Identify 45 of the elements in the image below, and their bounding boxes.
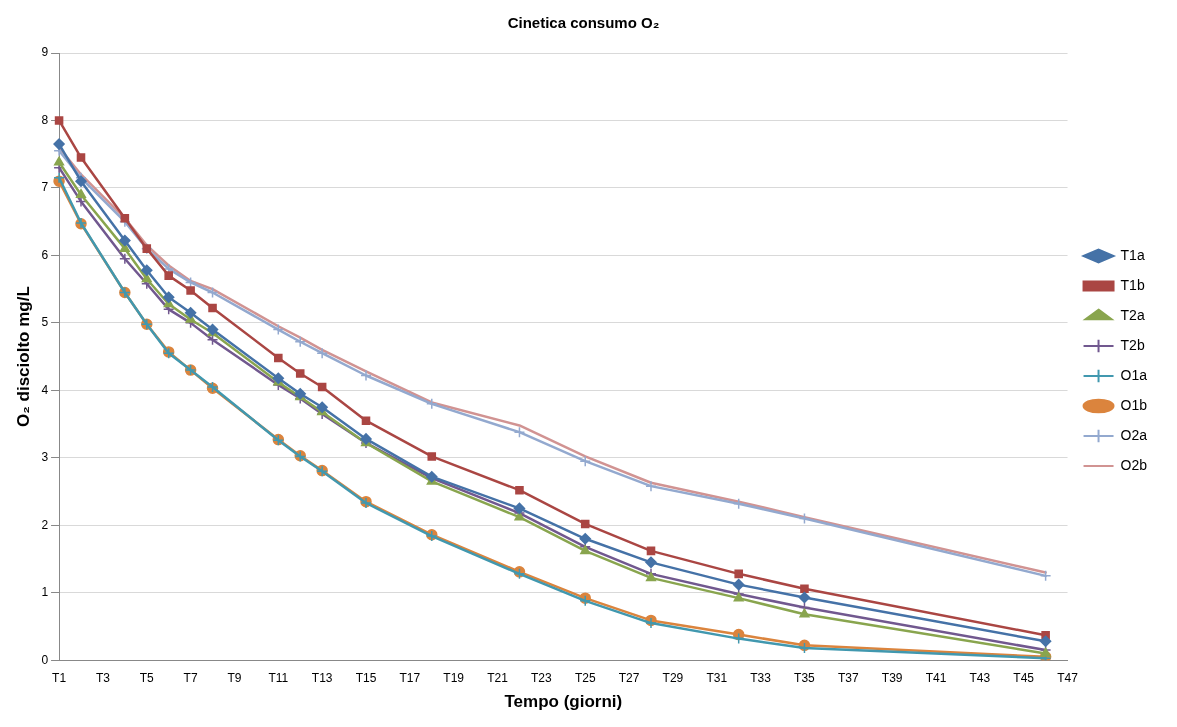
legend-label: O2b: [1120, 456, 1148, 473]
y-axis-title: O₂ disciolto mg/L: [13, 286, 33, 427]
chart-title: Cinetica consumo O₂: [507, 14, 660, 32]
x-tick-label: T15: [355, 670, 377, 685]
x-tick-label: T7: [183, 670, 198, 685]
legend-label: O1b: [1120, 396, 1148, 413]
x-tick-label: T23: [531, 670, 553, 685]
x-tick-label: T43: [969, 670, 991, 685]
y-tick-label: 0: [41, 652, 49, 667]
x-tick-label: T9: [227, 670, 242, 685]
x-tick-label: T31: [706, 670, 728, 685]
legend-label: T2a: [1120, 306, 1145, 323]
x-tick-label: T13: [311, 670, 333, 685]
x-tick-label: T29: [662, 670, 684, 685]
y-tick-label: 7: [41, 180, 49, 195]
legend-label: O2a: [1120, 426, 1148, 443]
legend-label: T2b: [1120, 336, 1145, 353]
x-tick-label: T41: [925, 670, 947, 685]
y-tick-label: 5: [41, 315, 49, 330]
x-tick-label: T21: [487, 670, 509, 685]
legend-label: O1a: [1120, 366, 1148, 383]
y-tick-label: 4: [41, 382, 49, 397]
y-tick-label: 1: [41, 585, 49, 600]
x-tick-label: T39: [881, 670, 903, 685]
x-tick-label: T11: [268, 670, 289, 685]
x-tick-label: T35: [794, 670, 816, 685]
y-tick-label: 2: [41, 517, 49, 532]
legend-label: T1b: [1120, 276, 1145, 293]
x-tick-label: T47: [1057, 670, 1079, 685]
y-tick-label: 6: [41, 247, 49, 262]
y-tick-label: 3: [41, 450, 49, 465]
x-tick-label: T45: [1013, 670, 1035, 685]
x-tick-label: T27: [618, 670, 640, 685]
x-tick-label: T33: [750, 670, 772, 685]
x-tick-label: T3: [95, 670, 111, 685]
legend-label: T1a: [1120, 246, 1145, 263]
x-tick-label: T17: [399, 670, 421, 685]
x-tick-label: T5: [139, 670, 155, 685]
y-tick-label: 8: [41, 112, 49, 127]
x-tick-label: T25: [574, 670, 596, 685]
x-tick-label: T37: [837, 670, 859, 685]
y-tick-label: 9: [41, 45, 49, 60]
x-axis-title: Tempo (giorni): [504, 692, 623, 712]
x-tick-label: T19: [443, 670, 465, 685]
x-tick-label: T1: [52, 670, 67, 685]
